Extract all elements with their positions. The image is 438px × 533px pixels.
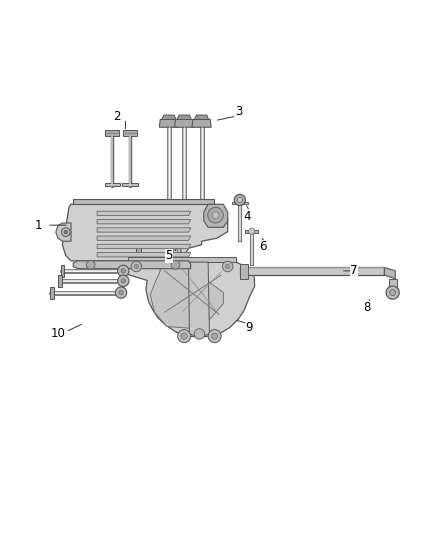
Polygon shape [97, 236, 191, 240]
Text: 4: 4 [244, 210, 251, 223]
Polygon shape [389, 279, 396, 290]
Polygon shape [73, 199, 214, 204]
Polygon shape [97, 228, 191, 232]
Circle shape [212, 212, 219, 219]
Polygon shape [240, 264, 248, 279]
Circle shape [117, 265, 129, 277]
Polygon shape [56, 223, 71, 241]
Circle shape [208, 207, 223, 223]
Circle shape [181, 333, 187, 339]
Polygon shape [162, 115, 176, 119]
Polygon shape [127, 257, 237, 262]
Circle shape [134, 264, 138, 269]
Text: 3: 3 [235, 106, 242, 118]
Polygon shape [385, 268, 395, 279]
Polygon shape [192, 201, 211, 204]
Polygon shape [175, 201, 194, 204]
Polygon shape [175, 119, 194, 127]
Polygon shape [97, 220, 191, 224]
Polygon shape [245, 230, 258, 233]
Circle shape [61, 228, 70, 237]
Polygon shape [192, 119, 211, 127]
Circle shape [390, 289, 396, 296]
Polygon shape [177, 115, 191, 119]
Polygon shape [150, 266, 223, 328]
Text: 8: 8 [363, 301, 371, 314]
Circle shape [171, 261, 180, 269]
Text: 1: 1 [35, 219, 42, 232]
Circle shape [226, 264, 230, 269]
Circle shape [64, 230, 67, 234]
Circle shape [121, 269, 125, 273]
Polygon shape [58, 275, 62, 287]
Text: 5: 5 [165, 249, 173, 262]
Polygon shape [188, 262, 209, 337]
Circle shape [117, 275, 129, 287]
Circle shape [121, 279, 125, 283]
Circle shape [170, 246, 181, 257]
Circle shape [237, 197, 243, 203]
Polygon shape [97, 211, 191, 215]
Polygon shape [119, 262, 254, 337]
Text: 7: 7 [350, 264, 358, 277]
Polygon shape [62, 204, 228, 261]
Polygon shape [159, 119, 179, 127]
Circle shape [86, 261, 95, 269]
Polygon shape [232, 201, 248, 204]
Circle shape [178, 329, 191, 343]
Text: 2: 2 [113, 110, 120, 123]
Circle shape [116, 287, 127, 298]
Text: 10: 10 [50, 327, 65, 341]
Polygon shape [105, 183, 120, 186]
Circle shape [208, 329, 221, 343]
Polygon shape [136, 246, 141, 257]
Polygon shape [60, 265, 64, 277]
Polygon shape [106, 130, 119, 136]
Circle shape [249, 228, 254, 235]
Circle shape [386, 286, 399, 299]
Circle shape [223, 261, 233, 272]
Polygon shape [122, 183, 138, 186]
Text: 9: 9 [246, 321, 253, 334]
Circle shape [234, 194, 246, 206]
Polygon shape [123, 130, 137, 136]
Circle shape [212, 333, 218, 339]
Circle shape [119, 290, 123, 295]
Polygon shape [159, 201, 179, 204]
Polygon shape [49, 287, 53, 298]
Polygon shape [194, 115, 208, 119]
Polygon shape [204, 204, 228, 228]
Polygon shape [240, 268, 385, 275]
Circle shape [173, 249, 178, 254]
Polygon shape [97, 244, 191, 249]
Circle shape [131, 261, 141, 272]
Polygon shape [97, 253, 191, 257]
Circle shape [194, 329, 205, 339]
Polygon shape [73, 261, 191, 269]
Text: 6: 6 [259, 240, 266, 253]
